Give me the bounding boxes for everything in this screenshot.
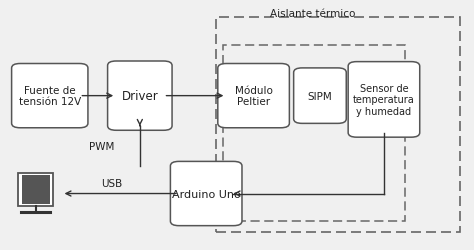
Bar	[22, 176, 49, 204]
FancyBboxPatch shape	[348, 62, 420, 138]
Bar	[223, 46, 405, 221]
Text: PWM: PWM	[89, 141, 115, 151]
Text: USB: USB	[101, 179, 122, 189]
FancyBboxPatch shape	[108, 62, 172, 131]
Text: Arduino Uno: Arduino Uno	[172, 189, 241, 199]
Text: Sensor de
temperatura
y humedad: Sensor de temperatura y humedad	[353, 84, 415, 116]
Bar	[18, 174, 53, 206]
FancyBboxPatch shape	[170, 162, 242, 226]
FancyBboxPatch shape	[294, 69, 346, 124]
Text: Aislante térmico: Aislante térmico	[270, 9, 356, 19]
Bar	[216, 18, 460, 233]
Text: Driver: Driver	[121, 90, 158, 103]
FancyBboxPatch shape	[12, 64, 88, 128]
Text: SIPM: SIPM	[308, 91, 332, 101]
FancyBboxPatch shape	[218, 64, 289, 128]
Text: Fuente de
tensión 12V: Fuente de tensión 12V	[18, 86, 81, 107]
Text: Módulo
Peltier: Módulo Peltier	[235, 86, 273, 107]
